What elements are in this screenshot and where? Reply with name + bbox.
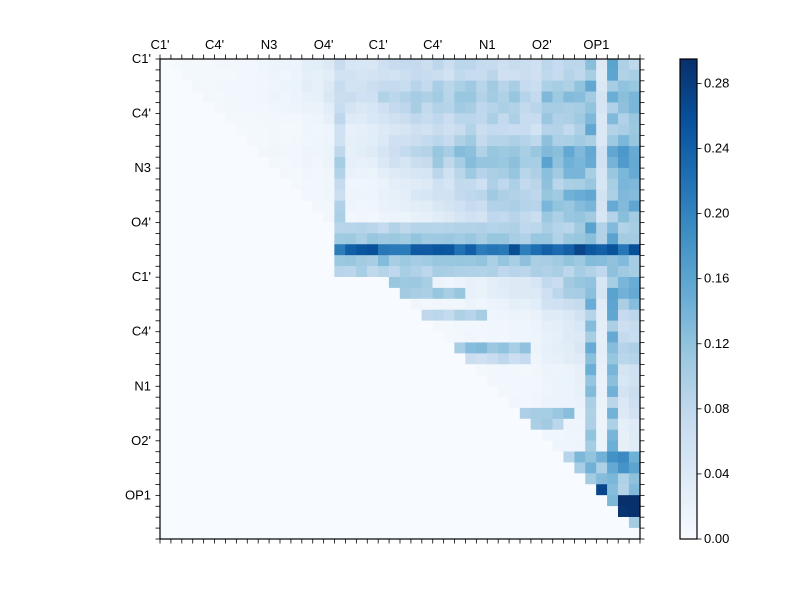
svg-text:OP1: OP1 <box>583 37 609 52</box>
svg-text:C4': C4' <box>205 37 224 52</box>
svg-text:0.00: 0.00 <box>704 531 729 546</box>
svg-text:N1: N1 <box>134 378 151 393</box>
svg-text:C4': C4' <box>132 324 151 339</box>
svg-text:N1: N1 <box>479 37 496 52</box>
svg-text:C4': C4' <box>423 37 442 52</box>
svg-text:OP1: OP1 <box>125 487 151 502</box>
svg-text:0.04: 0.04 <box>704 466 729 481</box>
svg-text:0.16: 0.16 <box>704 271 729 286</box>
svg-text:0.20: 0.20 <box>704 206 729 221</box>
svg-text:C4': C4' <box>132 106 151 121</box>
svg-text:O4': O4' <box>314 37 334 52</box>
svg-text:O2': O2' <box>131 433 151 448</box>
svg-text:C1': C1' <box>132 51 151 66</box>
svg-text:O2': O2' <box>532 37 552 52</box>
svg-text:C1': C1' <box>369 37 388 52</box>
svg-text:O4': O4' <box>131 215 151 230</box>
svg-text:0.24: 0.24 <box>704 140 729 155</box>
svg-text:0.12: 0.12 <box>704 336 729 351</box>
svg-text:N3: N3 <box>261 37 278 52</box>
svg-text:C1': C1' <box>132 269 151 284</box>
svg-text:N3: N3 <box>134 160 151 175</box>
svg-text:0.28: 0.28 <box>704 75 729 90</box>
svg-text:C1': C1' <box>150 37 169 52</box>
svg-text:0.08: 0.08 <box>704 401 729 416</box>
